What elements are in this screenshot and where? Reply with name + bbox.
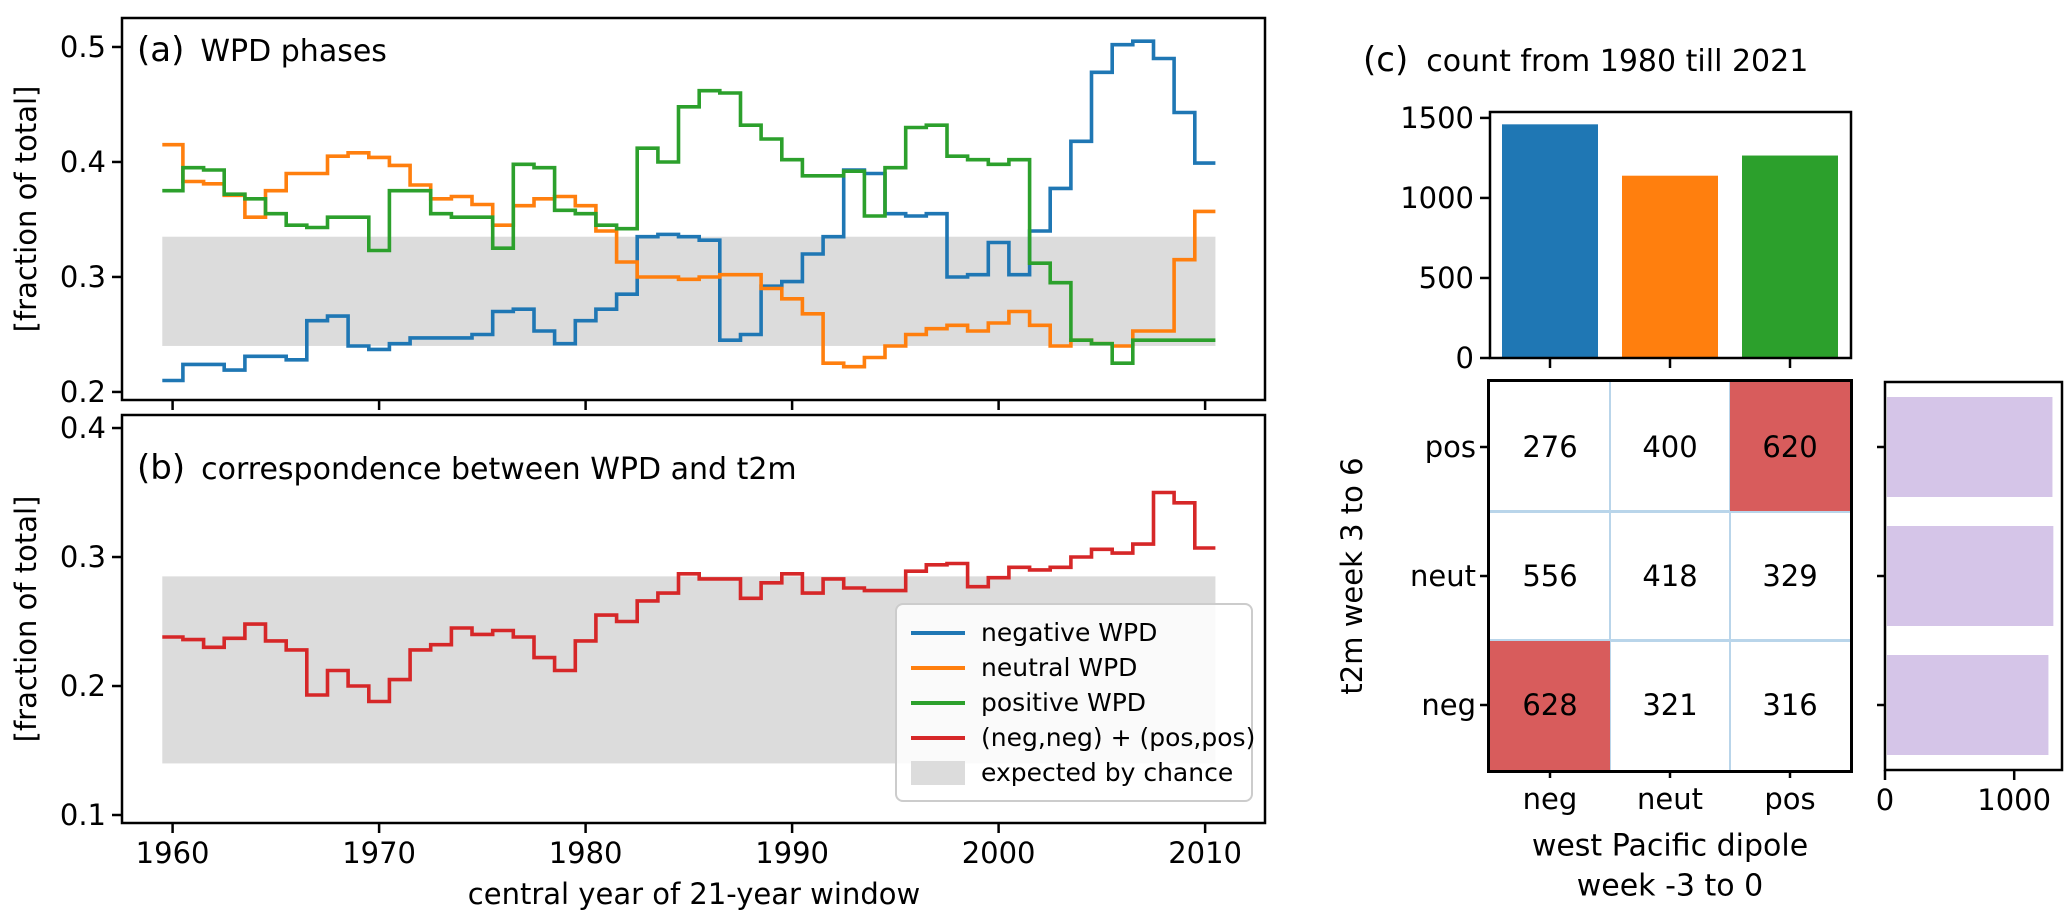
heatmap-gridline	[1608, 382, 1612, 770]
row-total-bar-neut	[1887, 526, 2054, 626]
matrix-cell-neg-pos: 316	[1762, 688, 1818, 723]
svg-text:0.4: 0.4	[60, 411, 106, 445]
count-bar-neg	[1502, 124, 1598, 358]
heatmap-col-label-neg: neg	[1522, 782, 1578, 816]
svg-text:1000: 1000	[1400, 181, 1474, 215]
row-total-bar-neg	[1887, 655, 2049, 755]
svg-text:0.5: 0.5	[60, 30, 106, 64]
legend-label: neutral WPD	[981, 653, 1138, 682]
series-negative-WPD	[162, 39, 1216, 383]
matrix-cell-pos-neg: 276	[1522, 429, 1578, 464]
legend-label: negative WPD	[981, 618, 1158, 647]
svg-text:0.3: 0.3	[60, 540, 106, 574]
heatmap-xlabel-line2: week -3 to 0	[1576, 868, 1764, 904]
heatmap-col-label-neut: neut	[1637, 782, 1703, 816]
svg-text:2010: 2010	[1168, 836, 1242, 870]
legend-label: positive WPD	[981, 688, 1147, 717]
legend-patch-swatch	[911, 760, 965, 785]
series-positive-WPD	[162, 88, 1216, 365]
heatmap-gridline	[1490, 510, 1850, 513]
expected-by-chance-band	[162, 236, 1216, 346]
panel-c-title-text: count from 1980 till 2021	[1426, 44, 1809, 79]
legend-label: expected by chance	[981, 758, 1234, 787]
legend-line-swatch	[911, 735, 965, 740]
svg-text:1960: 1960	[136, 836, 210, 870]
panel-b-ylabel: [fraction of total]	[9, 495, 43, 743]
legend: negative WPD neutral WPD positive WPD (n…	[895, 603, 1255, 802]
svg-text:2000: 2000	[962, 836, 1036, 870]
heatmap-row-label-neg: neg	[1421, 688, 1476, 722]
row-total-bar-pos	[1887, 397, 2053, 497]
axes-frame	[120, 413, 1267, 825]
panel-b-label: (b)	[137, 448, 186, 488]
series--neg-neg-pos-pos-	[162, 490, 1216, 704]
count-bar-neut	[1622, 175, 1718, 358]
panel-b-xlabel: central year of 21-year window	[467, 877, 921, 911]
count-bar-pos	[1742, 155, 1838, 358]
legend-item-neg-pos-match: (neg,neg) + (pos,pos)	[911, 720, 1255, 755]
panel-b-title: (b) correspondence between WPD and t2m	[137, 448, 797, 488]
legend-item-expected-by-chance: expected by chance	[911, 755, 1237, 790]
heatmap-xlabel-line1: west Pacific dipole	[1531, 828, 1809, 864]
axes-frame	[120, 16, 1267, 402]
panel-c-canvas: 0 500 1000 1500 0 1000	[1400, 101, 2064, 817]
svg-text:1500: 1500	[1400, 101, 1474, 135]
panel-b-title-text: correspondence between WPD and t2m	[201, 452, 797, 487]
svg-text:0: 0	[1456, 341, 1474, 375]
svg-text:1000: 1000	[1977, 783, 2051, 817]
svg-text:1970: 1970	[342, 836, 416, 870]
svg-text:500: 500	[1419, 261, 1474, 295]
svg-text:0.1: 0.1	[60, 798, 106, 832]
matrix-cell-pos-pos: 620	[1730, 382, 1850, 512]
heatmap-ylabel: t2m week 3 to 6	[1335, 457, 1369, 695]
series-neutral-WPD	[162, 142, 1216, 369]
legend-item-negative-wpd: negative WPD	[911, 615, 1237, 650]
matrix-cell-pos-neut: 400	[1642, 429, 1698, 464]
panel-a-title-text: WPD phases	[200, 34, 387, 69]
heatmap-row-label-neut: neut	[1410, 559, 1476, 593]
panel-c-label: (c)	[1363, 40, 1409, 80]
matrix-cell-neg-neut: 321	[1642, 688, 1698, 723]
svg-text:1980: 1980	[549, 836, 623, 870]
svg-text:1990: 1990	[755, 836, 829, 870]
legend-label: (neg,neg) + (pos,pos)	[981, 723, 1256, 752]
panel-a-label: (a)	[137, 30, 185, 70]
svg-text:0.2: 0.2	[60, 669, 106, 703]
svg-text:0.2: 0.2	[60, 375, 106, 409]
panel-a-ylabel: [fraction of total]	[9, 85, 43, 333]
matrix-cell-neut-pos: 329	[1762, 558, 1818, 593]
heatmap-gridline	[1490, 639, 1850, 642]
matrix-cell-neut-neut: 418	[1642, 558, 1698, 593]
matrix-cell-neg-neg: 628	[1490, 640, 1610, 770]
heatmap-col-label-pos: pos	[1764, 782, 1816, 816]
heatmap-gridline	[1728, 382, 1732, 770]
legend-line-swatch	[911, 700, 965, 705]
matrix-cell-neut-neg: 556	[1522, 558, 1578, 593]
legend-item-neutral-wpd: neutral WPD	[911, 650, 1237, 685]
svg-text:0.4: 0.4	[60, 145, 106, 179]
heatmap: 276 400 620 556 418 329 628 321 316	[1490, 382, 1850, 770]
heatmap-row-label-pos: pos	[1424, 430, 1476, 464]
svg-text:0: 0	[1876, 783, 1894, 817]
panel-a-title: (a) WPD phases	[137, 30, 387, 70]
svg-text:0.3: 0.3	[60, 260, 106, 294]
legend-line-swatch	[911, 665, 965, 670]
legend-item-positive-wpd: positive WPD	[911, 685, 1237, 720]
panel-c-title: (c) count from 1980 till 2021	[1363, 40, 1808, 80]
legend-line-swatch	[911, 630, 965, 635]
